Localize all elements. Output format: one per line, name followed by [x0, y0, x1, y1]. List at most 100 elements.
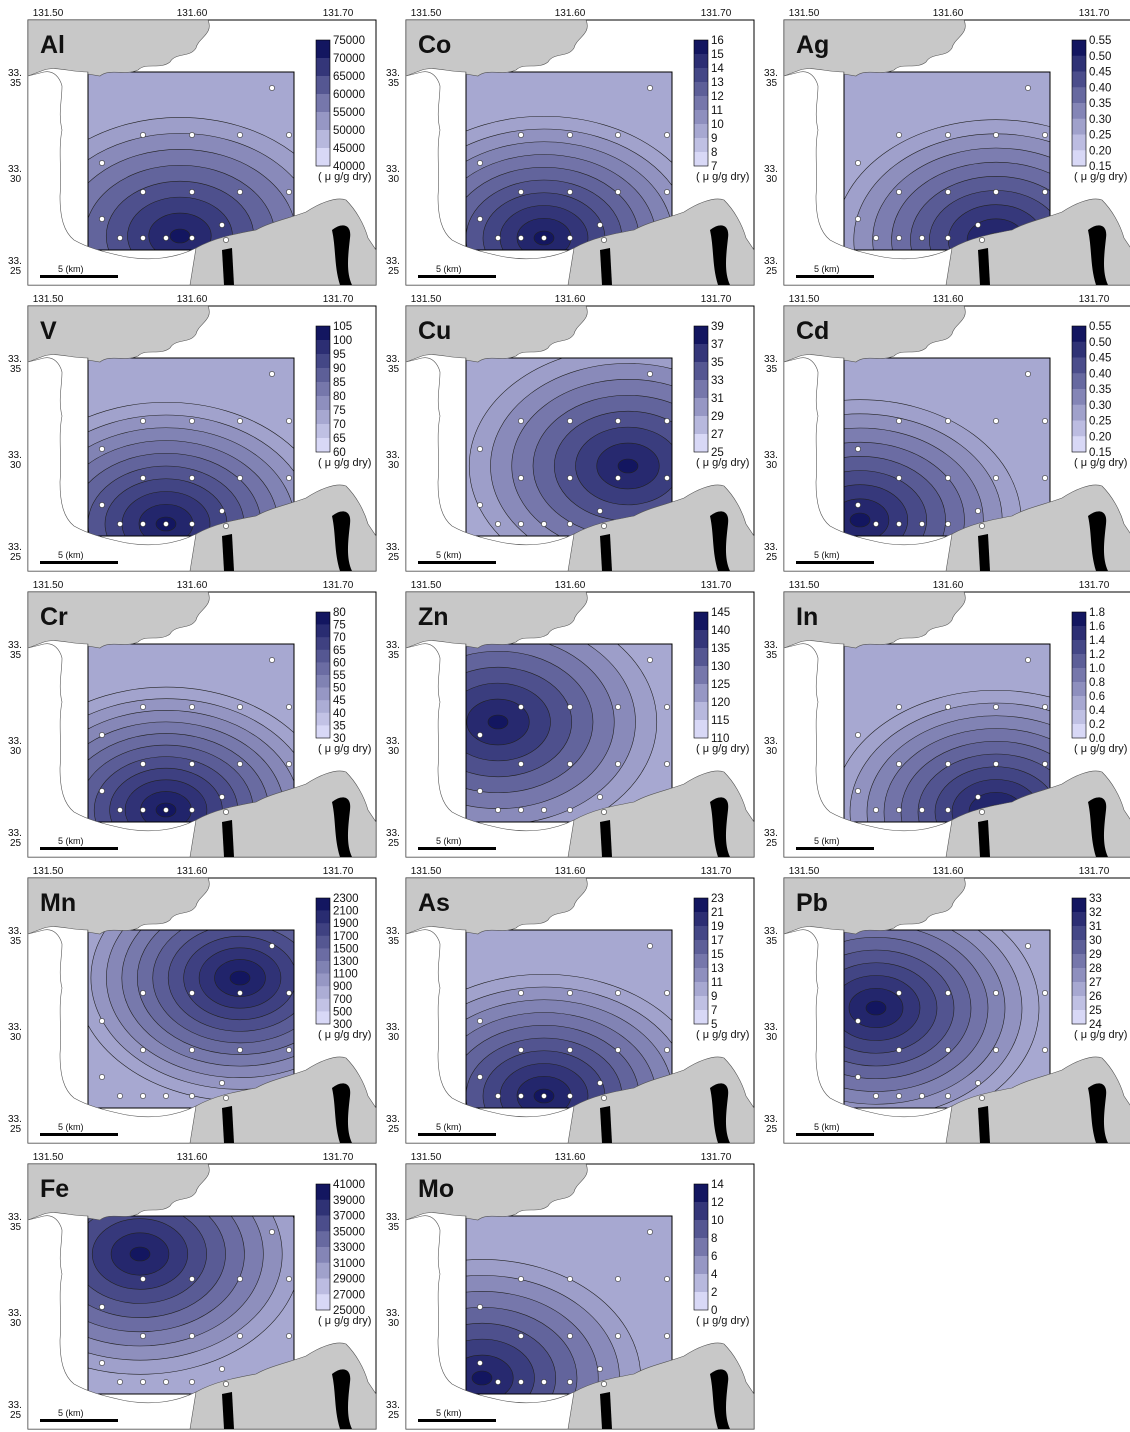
longitude-label: 131.50	[411, 294, 442, 305]
legend-value: 37	[711, 339, 724, 351]
legend-swatch	[1072, 710, 1086, 725]
latitude-label: 25	[766, 1124, 778, 1135]
sampling-station	[945, 521, 951, 527]
legend-swatch	[694, 124, 708, 139]
legend-value: 29	[1089, 949, 1102, 961]
legend-swatch	[694, 54, 708, 69]
scale-bar	[418, 847, 496, 850]
longitude-label: 131.60	[555, 580, 586, 591]
latitude-label: 35	[766, 650, 778, 661]
legend-value: 31000	[333, 1258, 365, 1270]
sampling-station	[945, 1047, 951, 1053]
sampling-station	[647, 1229, 653, 1235]
legend-value: 26	[1089, 991, 1102, 1003]
legend-value: 9	[711, 991, 717, 1003]
element-title: V	[40, 317, 57, 345]
sampling-station	[140, 235, 146, 241]
legend-unit: ( μ g/g dry)	[696, 171, 749, 183]
contour-band	[487, 714, 509, 730]
legend-value: 7	[711, 161, 717, 173]
sampling-station	[541, 235, 547, 241]
legend-value: 35	[333, 720, 346, 732]
survey-area-border	[465, 1215, 673, 1395]
sampling-station	[99, 1304, 105, 1310]
breakwater-1	[978, 820, 990, 857]
sampling-station	[664, 990, 670, 996]
sampling-station	[664, 761, 670, 767]
legend-swatch	[694, 720, 708, 739]
scale-bar	[796, 847, 874, 850]
longitude-label: 131.50	[789, 580, 820, 591]
legend-frame	[1071, 611, 1087, 739]
sampling-station	[518, 990, 524, 996]
legend-swatch	[1072, 968, 1086, 983]
longitude-label: 131.70	[701, 8, 732, 19]
contour-band	[617, 458, 639, 474]
sampling-station	[189, 1093, 195, 1099]
legend-swatch	[1072, 926, 1086, 941]
legend-value: 11	[711, 977, 723, 989]
sampling-station	[896, 235, 902, 241]
breakwater-1	[600, 248, 612, 285]
sampling-station	[518, 189, 524, 195]
legend-value: 110	[711, 733, 729, 745]
legend-swatch	[694, 152, 708, 167]
sampling-station	[219, 1366, 225, 1372]
sampling-station	[140, 1379, 146, 1385]
legend-value: 6	[711, 1251, 717, 1263]
sampling-station	[979, 809, 985, 815]
legend-value: 29	[711, 411, 724, 423]
sampling-station	[495, 521, 501, 527]
legend-swatch	[1072, 954, 1086, 969]
legend-value: 31	[1089, 921, 1102, 933]
latitude-label: 33.	[8, 450, 22, 461]
legend-swatch	[316, 40, 330, 59]
longitude-label: 131.70	[1079, 580, 1110, 591]
latitude-label: 33.	[764, 164, 778, 175]
legend-swatch	[316, 662, 330, 676]
scale-bar	[40, 1419, 118, 1422]
legend-value: 9	[711, 133, 717, 145]
sampling-station	[896, 990, 902, 996]
sampling-station	[945, 132, 951, 138]
legend-value: 10	[711, 1215, 724, 1227]
legend-value: 23	[711, 893, 724, 905]
legend-swatch	[316, 58, 330, 77]
contour-field	[88, 930, 294, 1108]
latitude-label: 30	[10, 746, 22, 757]
legend-value: 28	[1089, 963, 1102, 975]
scale-bar-label: 5 (km)	[58, 1122, 84, 1132]
legend-frame	[1071, 897, 1087, 1025]
legend-swatch	[316, 1231, 330, 1248]
legend-swatch	[694, 380, 708, 399]
panel-svg: Al 75000 70000 65000 60000 55000 50000 45000 400…	[8, 8, 377, 286]
sampling-station	[993, 704, 999, 710]
sampling-station	[99, 216, 105, 222]
sampling-station	[567, 990, 573, 996]
legend-value: 65000	[333, 71, 365, 83]
legend-value: 10	[711, 119, 724, 131]
sampling-station	[477, 1074, 483, 1080]
longitude-label: 131.70	[1079, 8, 1110, 19]
sampling-station	[597, 1080, 603, 1086]
element-title: Ag	[796, 31, 829, 59]
legend-value: 55	[333, 670, 346, 682]
legend-unit: ( μ g/g dry)	[1074, 743, 1127, 755]
longitude-label: 131.70	[323, 294, 354, 305]
sampling-station	[567, 1047, 573, 1053]
legend-value: 80	[333, 391, 346, 403]
survey-area-border	[465, 357, 673, 537]
scale-bar	[40, 275, 118, 278]
sampling-station	[223, 237, 229, 243]
legend-value: 105	[333, 321, 352, 333]
latitude-label: 25	[10, 838, 22, 849]
breakwater-1	[978, 534, 990, 571]
map-panel-zn: Zn 145 140 135 130 125 120 115 110( μ g/g dry) 13…	[378, 572, 756, 858]
latitude-label: 30	[388, 1032, 400, 1043]
longitude-label: 131.50	[789, 866, 820, 877]
longitude-label: 131.70	[701, 866, 732, 877]
sampling-station	[163, 807, 169, 813]
map-panel-pb: Pb 33 32 31 30 29 28 27 26 25 24( μ g/g dry) 131.50…	[756, 858, 1130, 1144]
latitude-label: 35	[766, 364, 778, 375]
longitude-label: 131.60	[555, 8, 586, 19]
